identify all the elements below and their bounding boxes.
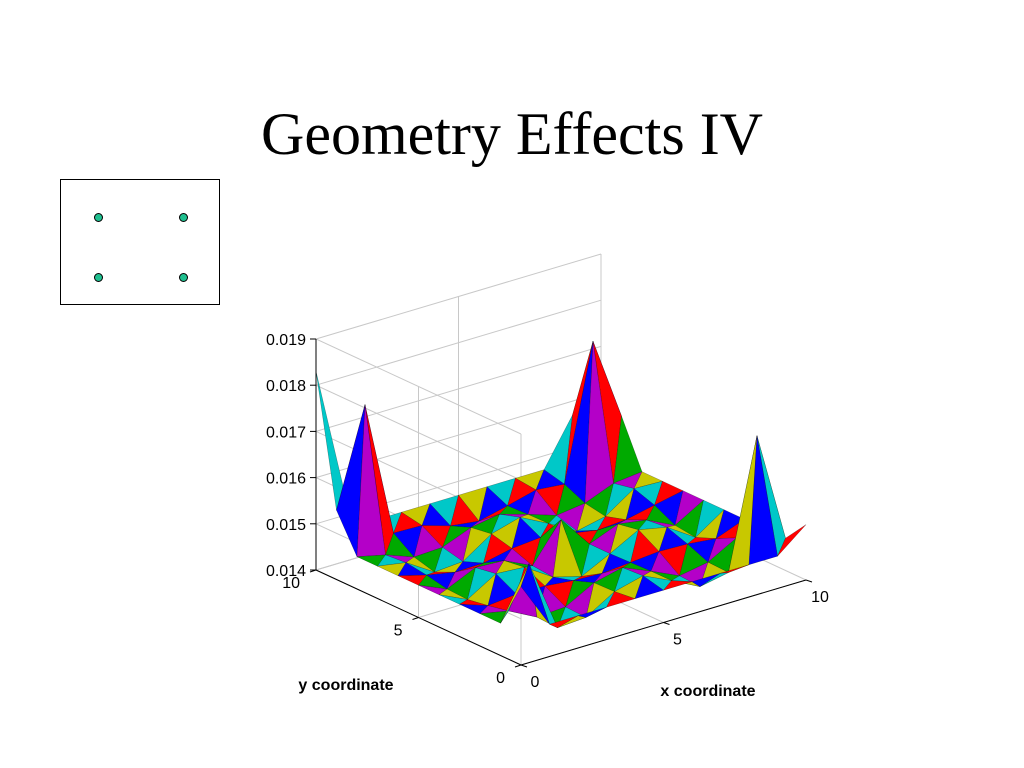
surface-face bbox=[777, 524, 807, 557]
slide-title: Geometry Effects IV bbox=[260, 101, 764, 167]
z-tick-label: 0.018 bbox=[266, 378, 306, 395]
y-tick-mark bbox=[514, 664, 522, 668]
source-layout-inset bbox=[60, 179, 220, 305]
y-tick-label: 5 bbox=[394, 623, 403, 640]
x-tick-label: 0 bbox=[531, 674, 540, 691]
x-tick-mark bbox=[805, 579, 813, 583]
x-axis-label: x coordinate bbox=[660, 683, 755, 700]
y-axis-label: y coordinate bbox=[298, 677, 393, 694]
z-tick-label: 0.019 bbox=[266, 332, 306, 349]
inset-dot bbox=[179, 273, 188, 282]
z-tick-label: 0.017 bbox=[266, 424, 306, 441]
surface-face bbox=[720, 564, 750, 574]
x-tick-label: 10 bbox=[811, 589, 829, 606]
x-tick-mark bbox=[663, 622, 670, 625]
y-tick-label: 0 bbox=[496, 670, 505, 687]
surface-face bbox=[748, 435, 778, 565]
inset-dot bbox=[179, 213, 188, 222]
z-tick-label: 0.015 bbox=[266, 517, 306, 534]
surface-face bbox=[634, 575, 664, 600]
surface-face bbox=[691, 573, 721, 587]
x-tick-mark bbox=[520, 664, 528, 668]
y-tick-label: 10 bbox=[282, 575, 300, 592]
z-tick-label: 0.016 bbox=[266, 471, 306, 488]
inset-dot bbox=[94, 213, 103, 222]
surface-face bbox=[606, 591, 636, 608]
surface-face bbox=[662, 580, 693, 591]
z-tick-label: 0.014 bbox=[266, 563, 306, 580]
inset-dot bbox=[94, 273, 103, 282]
x-tick-label: 5 bbox=[673, 632, 682, 649]
surface bbox=[315, 340, 807, 629]
surface-face bbox=[548, 615, 579, 628]
surface-face bbox=[577, 607, 607, 618]
surface-face bbox=[520, 563, 550, 625]
y-tick-mark bbox=[412, 617, 419, 620]
